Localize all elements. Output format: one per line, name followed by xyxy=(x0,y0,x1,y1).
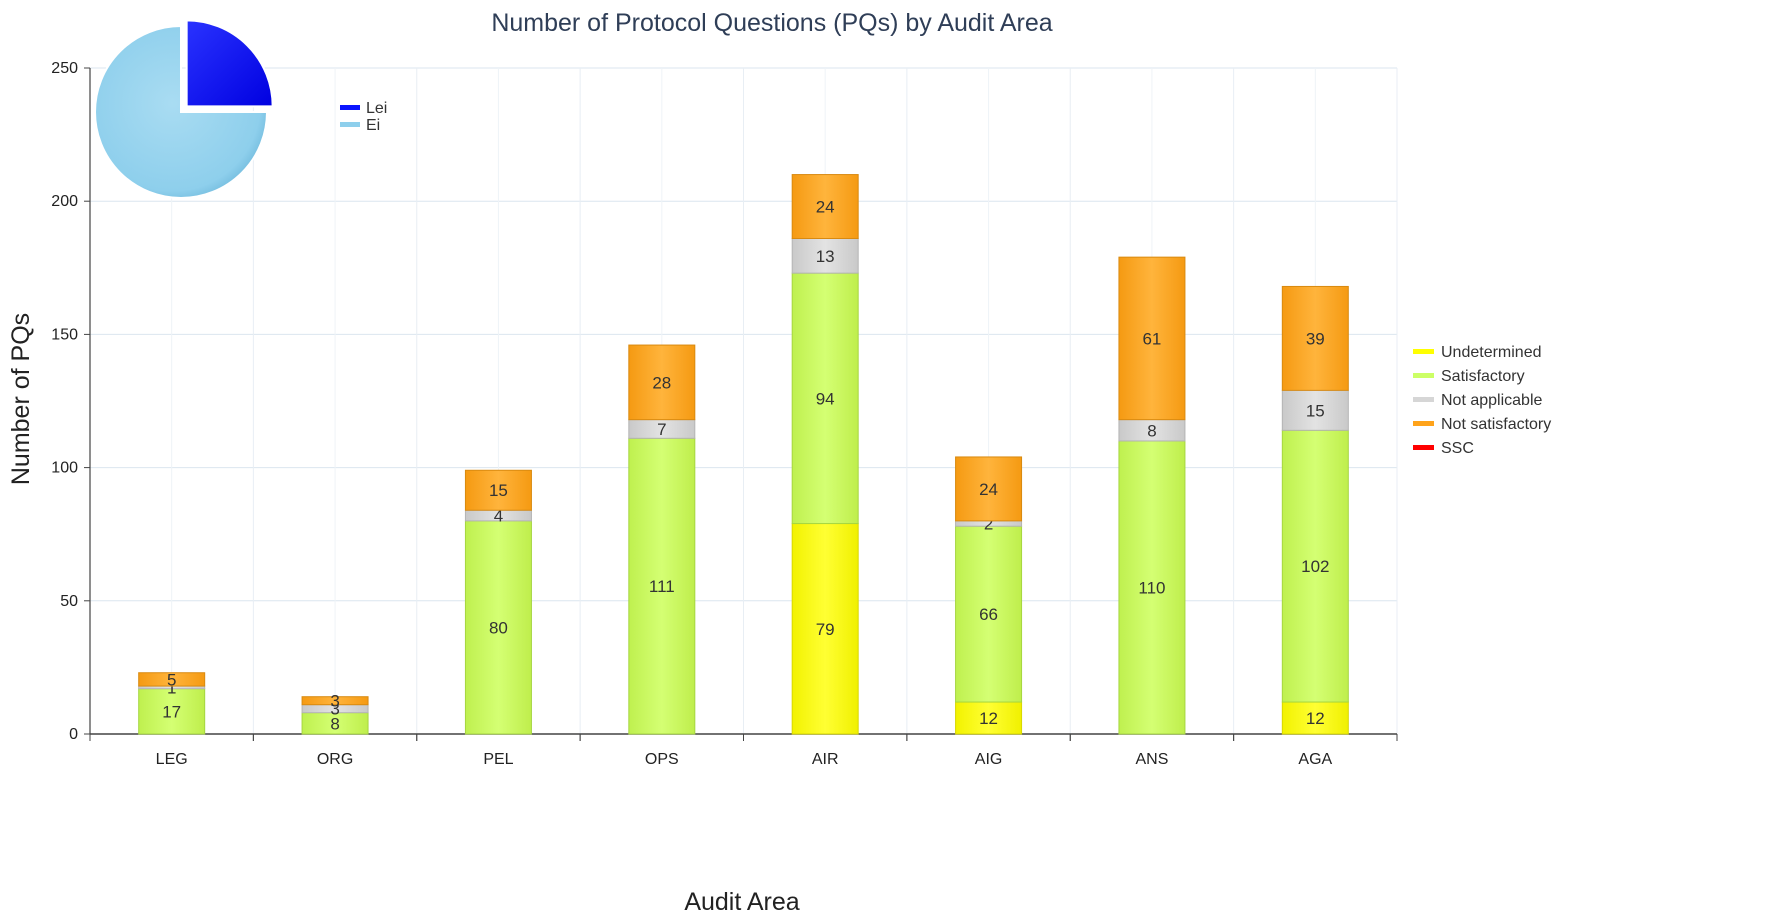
pie-legend-swatch xyxy=(340,122,360,127)
bar-data-label: 102 xyxy=(1301,557,1329,576)
bar-data-label: 39 xyxy=(1306,329,1325,348)
bar-segment-satisfactory[interactable] xyxy=(955,525,1023,703)
y-tick-label: 0 xyxy=(69,726,78,743)
pie-slice-ei[interactable] xyxy=(94,24,269,199)
legend-label[interactable]: SSC xyxy=(1441,440,1474,457)
y-axis-title: Number of PQs xyxy=(7,313,35,485)
x-tick-label: PEL xyxy=(483,751,513,768)
bar-data-label: 4 xyxy=(494,507,503,526)
bar-segment-undetermined[interactable] xyxy=(1281,701,1349,735)
bar-data-label: 3 xyxy=(330,692,339,711)
bar-legend: Undetermined Satisfactory Not applicable No… xyxy=(1413,344,1551,457)
bar-segment-satisfactory[interactable] xyxy=(464,520,532,735)
gridlines xyxy=(90,67,1398,734)
bar-segment-not-satisfactory[interactable] xyxy=(1118,256,1186,421)
y-tick-label: 50 xyxy=(60,593,78,610)
bar-segment-not-satisfactory[interactable] xyxy=(1281,285,1349,391)
bar-segment-undetermined[interactable] xyxy=(791,523,859,735)
x-tick-label: ORG xyxy=(317,751,353,768)
legend-swatch xyxy=(1413,349,1434,354)
bar-data-label: 24 xyxy=(979,480,998,499)
bar-segment-satisfactory[interactable] xyxy=(628,437,696,735)
bar-data-label: 2 xyxy=(984,515,993,534)
x-axis: LEG ORG PEL OPS AIR AIG ANS AGA xyxy=(89,733,1398,768)
y-axis: 0 50 100 150 200 250 xyxy=(51,60,91,743)
x-tick-label: ANS xyxy=(1135,751,1168,768)
bar-data-label: 24 xyxy=(816,198,835,217)
pie-legend-swatch xyxy=(340,105,360,110)
bar-segment-not-satisfactory[interactable] xyxy=(464,469,532,511)
y-tick-label: 250 xyxy=(51,60,78,77)
pie-legend-label[interactable]: Ei xyxy=(366,117,380,134)
bar-segment-not-satisfactory[interactable] xyxy=(955,456,1023,522)
pie-chart xyxy=(94,19,274,199)
bar-data-label: 5 xyxy=(167,670,176,689)
bar-data-label: 80 xyxy=(489,618,508,637)
chart-title: Number of Protocol Questions (PQs) by Au… xyxy=(491,9,1052,37)
bar-data-label: 12 xyxy=(1306,709,1325,728)
bar-data-label: 110 xyxy=(1138,578,1165,597)
legend-swatch xyxy=(1413,445,1434,450)
bar-data-label: 8 xyxy=(330,714,339,733)
bar-data-label: 1 xyxy=(167,678,176,697)
bar-data-label: 12 xyxy=(979,709,998,728)
bar-data-label: 94 xyxy=(816,389,835,408)
x-tick-label: AIR xyxy=(812,751,839,768)
x-tick-label: AIG xyxy=(975,751,1003,768)
x-axis-title: Audit Area xyxy=(684,888,799,916)
legend-label[interactable]: Not applicable xyxy=(1441,392,1543,409)
y-tick-label: 200 xyxy=(51,193,78,210)
legend-label[interactable]: Satisfactory xyxy=(1441,368,1525,385)
bar-data-label: 7 xyxy=(657,420,666,439)
stacked-bars: 1715833804151117287994132412662241108611… xyxy=(138,174,1349,735)
bar-segment-not-satisfactory[interactable] xyxy=(138,672,206,687)
bar-segment-not-applicable[interactable] xyxy=(1281,389,1349,431)
bar-segment-satisfactory[interactable] xyxy=(138,688,206,735)
legend-swatch xyxy=(1413,373,1434,378)
bar-data-label: 15 xyxy=(489,481,508,500)
bar-segment-not-satisfactory[interactable] xyxy=(791,174,859,239)
bar-segment-satisfactory[interactable] xyxy=(791,272,859,525)
bar-data-label: 61 xyxy=(1142,329,1161,348)
y-tick-label: 100 xyxy=(51,460,78,477)
x-tick-label: LEG xyxy=(156,751,188,768)
bar-segment-not-satisfactory[interactable] xyxy=(301,696,369,706)
bar-data-label: 15 xyxy=(1306,401,1325,420)
bar-segment-not-satisfactory[interactable] xyxy=(628,344,696,421)
bar-data-label: 28 xyxy=(652,373,671,392)
x-tick-label: AGA xyxy=(1298,751,1332,768)
bar-data-label: 66 xyxy=(979,605,998,624)
bar-data-label: 8 xyxy=(1147,421,1156,440)
legend-swatch xyxy=(1413,421,1434,426)
bar-data-label: 17 xyxy=(162,702,181,721)
bar-data-label: 13 xyxy=(816,247,835,266)
pie-slice-lei[interactable] xyxy=(185,19,274,108)
bar-data-label: 111 xyxy=(649,577,675,596)
legend-label[interactable]: Not satisfactory xyxy=(1441,416,1551,433)
legend-swatch xyxy=(1413,397,1434,402)
x-tick-label: OPS xyxy=(645,751,679,768)
pie-legend-label[interactable]: Lei xyxy=(366,100,387,117)
bar-segment-satisfactory[interactable] xyxy=(1281,429,1349,703)
y-tick-label: 150 xyxy=(51,326,78,343)
legend-label[interactable]: Undetermined xyxy=(1441,344,1542,361)
bar-data-label: 79 xyxy=(816,620,835,639)
bar-data-label: 3 xyxy=(330,700,339,719)
bar-segment-undetermined[interactable] xyxy=(955,701,1023,735)
